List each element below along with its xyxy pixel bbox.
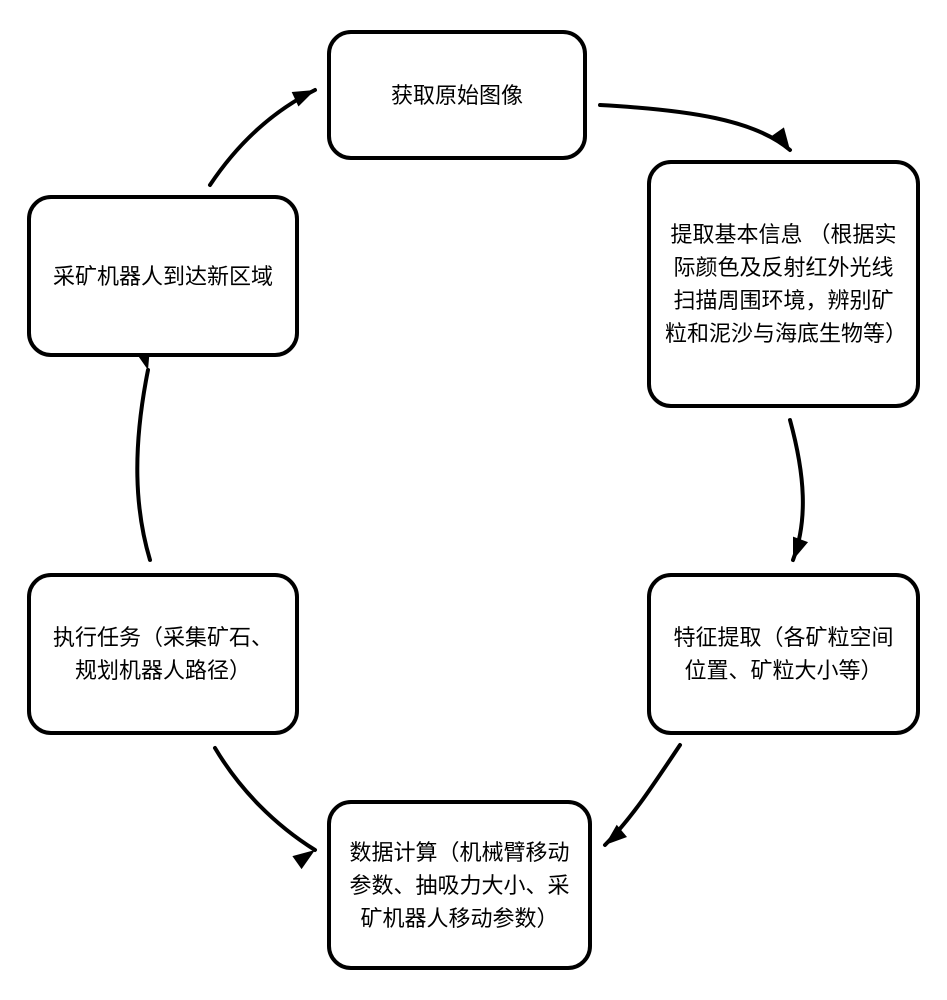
node-label: 采矿机器人到达新区域 bbox=[53, 260, 273, 293]
node-acquire-image: 获取原始图像 bbox=[327, 30, 587, 160]
node-label: 特征提取（各矿粒空间位置、矿粒大小等） bbox=[665, 621, 902, 687]
node-feature-extraction: 特征提取（各矿粒空间位置、矿粒大小等） bbox=[647, 573, 920, 735]
node-data-calculation: 数据计算（机械臂移动参数、抽吸力大小、采矿机器人移动参数） bbox=[327, 800, 592, 970]
node-label: 提取基本信息 （根据实际颜色及反射红外光线扫描周围环境，辨别矿粒和泥沙与海底生物… bbox=[665, 218, 902, 350]
flowchart-stage: 获取原始图像 提取基本信息 （根据实际颜色及反射红外光线扫描周围环境，辨别矿粒和… bbox=[0, 0, 947, 1000]
node-label: 数据计算（机械臂移动参数、抽吸力大小、采矿机器人移动参数） bbox=[345, 836, 574, 935]
node-robot-new-area: 采矿机器人到达新区域 bbox=[27, 195, 299, 357]
node-label: 执行任务（采集矿石、规划机器人路径） bbox=[45, 621, 281, 687]
node-label: 获取原始图像 bbox=[391, 79, 523, 112]
node-execute-task: 执行任务（采集矿石、规划机器人路径） bbox=[27, 573, 299, 735]
node-extract-basic-info: 提取基本信息 （根据实际颜色及反射红外光线扫描周围环境，辨别矿粒和泥沙与海底生物… bbox=[647, 160, 920, 408]
